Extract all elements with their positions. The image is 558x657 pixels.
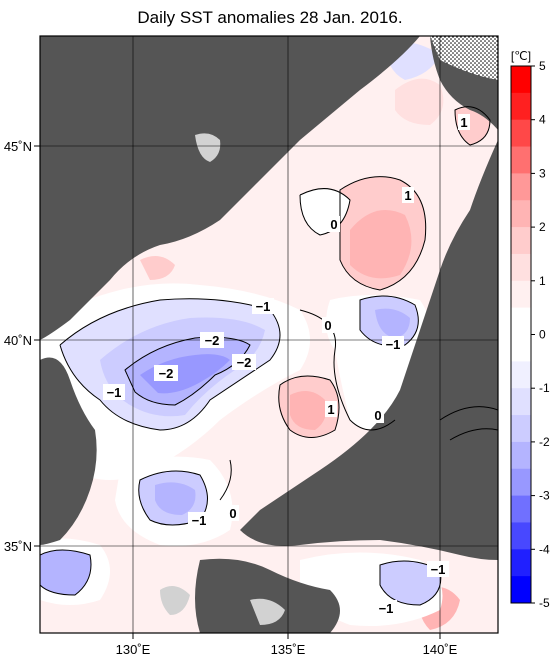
colorbar-tick-label: 3 (539, 166, 546, 180)
svg-text:0: 0 (229, 506, 236, 521)
colorbar-swatch (511, 227, 531, 255)
colorbar-tick-label: -2 (539, 435, 550, 449)
svg-text:0: 0 (324, 318, 331, 333)
map-title: Daily SST anomalies 28 Jan. 2016. (137, 8, 403, 27)
svg-text:−2: −2 (159, 366, 174, 381)
lon-label-130: 130˚E (116, 642, 151, 657)
lon-label-140: 140˚E (423, 642, 458, 657)
colorbar-tick-label: 2 (539, 220, 546, 234)
svg-text:−1: −1 (386, 337, 401, 352)
colorbar-swatch (511, 280, 531, 309)
svg-text:−2: −2 (205, 333, 220, 348)
colorbar-swatch (511, 334, 531, 362)
colorbar-swatch (511, 66, 531, 94)
contour-lines (40, 106, 498, 606)
contour-label: −1 (427, 561, 449, 577)
contour-label: 0 (372, 407, 384, 423)
colorbar-swatch (511, 468, 531, 497)
tick-marks (34, 145, 441, 639)
svg-text:1: 1 (460, 115, 467, 130)
colorbar-swatch (511, 549, 531, 577)
svg-text:−1: −1 (431, 562, 446, 577)
lon-label-135: 135˚E (271, 642, 306, 657)
colorbar-swatch (511, 119, 531, 148)
colorbar-tick-label: 4 (539, 113, 546, 127)
grid-lines (40, 36, 498, 633)
colorbar: [℃] 5 4 3 2 1 0 -1 -2 -3 -4 -5 (510, 49, 550, 610)
contour-label: −1 (382, 336, 404, 352)
contour-label: −1 (188, 512, 210, 528)
lat-label-35: 35˚N (4, 539, 32, 554)
svg-text:−2: −2 (237, 355, 252, 370)
contour-label: −2 (154, 365, 178, 381)
contour-labels: 1 1 0 −1 0 −2 −2 −2 −1 −1 1 0 −1 0 −1 −1 (103, 114, 470, 616)
contour-label: 0 (322, 317, 334, 333)
contour-label: 0 (328, 216, 340, 232)
contour-label: −1 (375, 600, 397, 616)
svg-text:1: 1 (327, 402, 334, 417)
lat-label-45: 45˚N (4, 139, 32, 154)
svg-text:−1: −1 (379, 601, 394, 616)
svg-text:−1: −1 (192, 513, 207, 528)
colorbar-swatch (511, 92, 531, 121)
colorbar-tick-label: -5 (539, 596, 550, 610)
colorbar-tick-label: -1 (539, 381, 550, 395)
colorbar-swatch (511, 576, 531, 604)
lat-label-40: 40˚N (4, 333, 32, 348)
colorbar-tick-label: -3 (539, 489, 550, 503)
svg-text:1: 1 (404, 188, 411, 203)
contour-label: −2 (232, 354, 256, 370)
contour-label: 1 (402, 187, 414, 203)
contour-label: 1 (458, 114, 470, 130)
colorbar-swatch (511, 200, 531, 228)
land-masses (40, 36, 498, 633)
colorbar-swatch (511, 146, 531, 174)
contour-label: 0 (227, 505, 239, 521)
colorbar-swatch (511, 173, 531, 201)
colorbar-tick-label: 5 (539, 59, 546, 73)
svg-text:−1: −1 (256, 299, 271, 314)
colorbar-swatch (511, 253, 531, 282)
colorbar-ticks: 5 4 3 2 1 0 -1 -2 -3 -4 -5 (531, 59, 550, 610)
contour-label: −1 (252, 298, 274, 314)
colorbar-unit: [℃] (511, 49, 531, 63)
colorbar-swatch (511, 495, 531, 523)
svg-text:−1: −1 (107, 385, 122, 400)
colorbar-tick-label: 1 (539, 274, 546, 288)
colorbar-swatch (511, 441, 531, 470)
colorbar-swatch (511, 307, 531, 335)
map-plot-area: 1 1 0 −1 0 −2 −2 −2 −1 −1 1 0 −1 0 −1 −1 (40, 36, 498, 633)
contour-label: −1 (103, 384, 125, 400)
colorbar-swatches (511, 66, 531, 604)
svg-text:0: 0 (330, 217, 337, 232)
svg-text:0: 0 (374, 408, 381, 423)
plot-frame (39, 35, 499, 634)
contour-label: 1 (325, 401, 337, 417)
colorbar-swatch (511, 361, 531, 389)
colorbar-tick-label: -4 (539, 542, 550, 556)
colorbar-swatch (511, 415, 531, 443)
contour-label: −2 (200, 332, 224, 348)
colorbar-swatch (511, 388, 531, 416)
colorbar-swatch (511, 522, 531, 550)
colorbar-tick-label: 0 (539, 328, 546, 342)
